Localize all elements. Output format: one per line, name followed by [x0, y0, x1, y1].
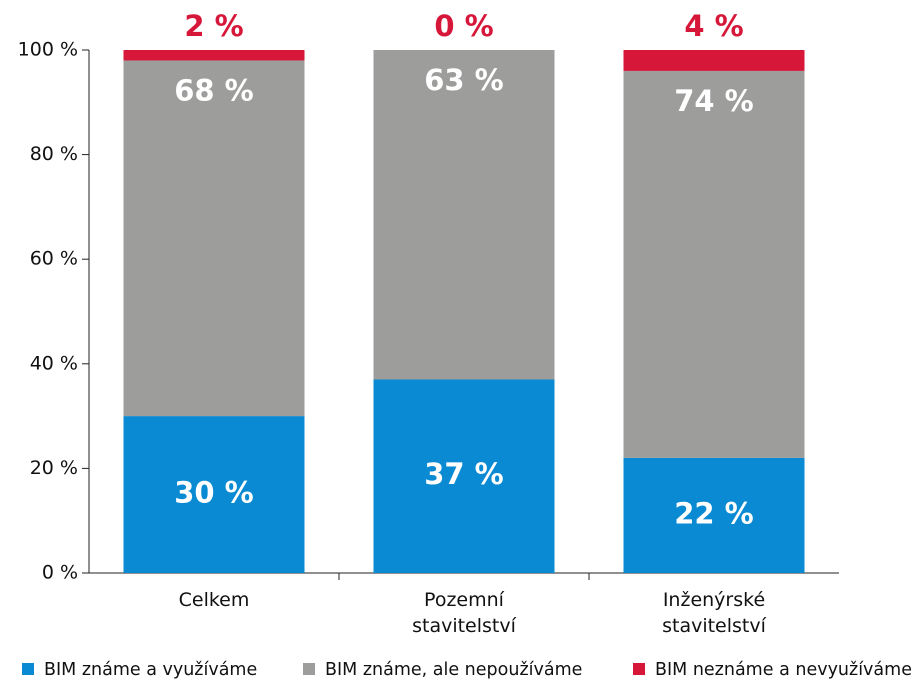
bar-segment	[123, 416, 305, 573]
x-tick-label: Inženýrské stavitelství	[662, 589, 766, 637]
x-tick-label: Pozemní stavitelství	[412, 589, 516, 637]
y-tick-label: 80 %	[30, 143, 78, 165]
legend-label: BIM známe, ale nepoužíváme	[325, 660, 582, 680]
value-label: 22 %	[674, 496, 754, 530]
value-label: 2 %	[184, 9, 243, 43]
legend-swatch	[22, 663, 34, 675]
bar-segment	[623, 457, 805, 573]
bar-segment	[373, 379, 555, 573]
value-label: 68 %	[174, 73, 254, 107]
legend-label: BIM neznáme a nevyužíváme	[655, 660, 912, 680]
bar-segment	[373, 50, 555, 380]
legend-swatch	[303, 663, 315, 675]
value-label: 74 %	[674, 84, 754, 118]
y-tick-label: 100 %	[18, 39, 78, 61]
legend-swatch	[633, 663, 645, 675]
bar-segment	[123, 50, 305, 61]
value-label: 30 %	[174, 476, 254, 510]
value-label: 0 %	[434, 9, 493, 43]
y-tick-label: 60 %	[30, 248, 78, 270]
bar-segment	[623, 50, 805, 71]
bar-segment	[623, 70, 805, 458]
value-label: 4 %	[684, 9, 743, 43]
x-tick-label: Celkem	[178, 589, 250, 611]
value-label: 63 %	[424, 63, 504, 97]
legend-label: BIM známe a využíváme	[44, 660, 257, 680]
value-label: 37 %	[424, 457, 504, 491]
y-tick-label: 0 %	[42, 562, 78, 584]
y-tick-label: 20 %	[30, 457, 78, 479]
bar-segment	[123, 60, 305, 417]
y-tick-label: 40 %	[30, 352, 78, 374]
